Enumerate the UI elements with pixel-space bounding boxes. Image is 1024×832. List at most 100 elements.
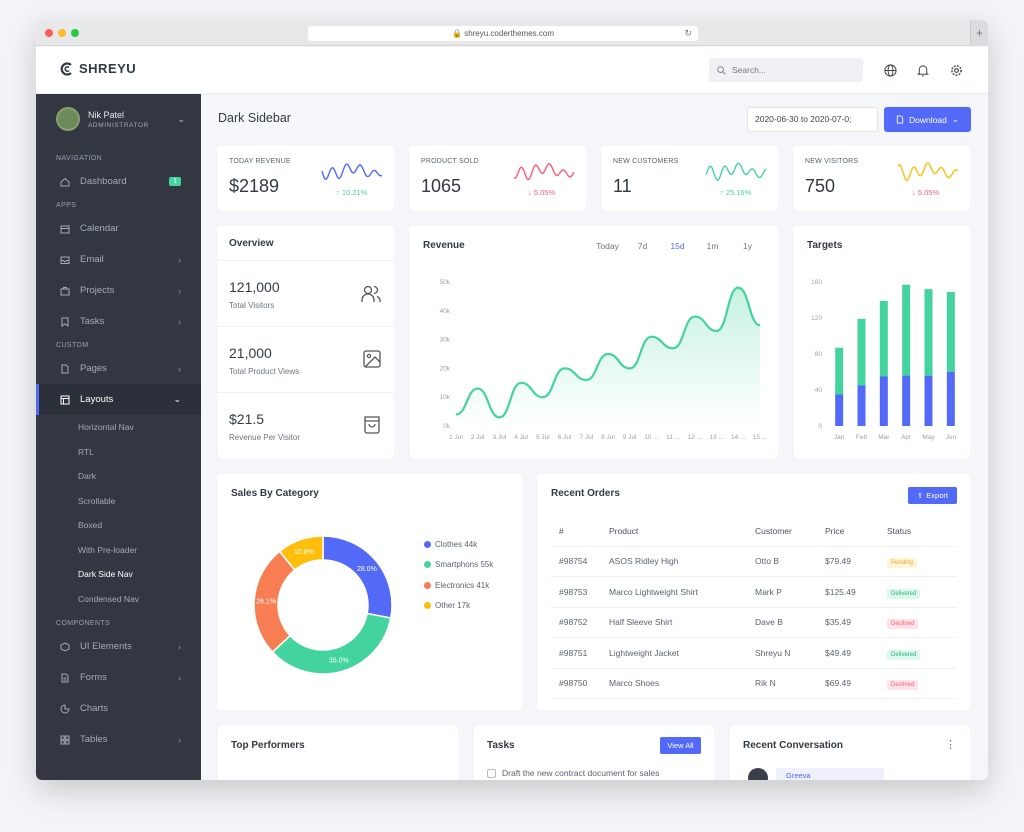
user-profile[interactable]: Nik Patel ADMINISTRATOR ⌄ xyxy=(36,94,201,144)
x-tick-label: Feb xyxy=(856,434,868,441)
submenu-dark-side-nav[interactable]: Dark Side Nav xyxy=(78,569,133,580)
new-tab-button[interactable]: + xyxy=(970,20,988,46)
tab-1y[interactable]: 1y xyxy=(743,241,752,251)
x-tick-label: Jan xyxy=(834,434,845,441)
submenu-dark[interactable]: Dark xyxy=(78,471,96,482)
status-badge: Declined xyxy=(887,619,919,630)
maximize-dot[interactable] xyxy=(71,29,79,37)
chevron-down-icon: ⌄ xyxy=(951,114,959,124)
x-tick-label: 4 Jul xyxy=(514,434,528,441)
table-row[interactable]: #98752 Half Sleeve Shirt Dave B $35.49 Decli… xyxy=(551,607,957,638)
sidebar-item-projects[interactable]: Projects › xyxy=(36,275,201,306)
grid-icon xyxy=(60,735,72,745)
section-custom: CUSTOM xyxy=(56,341,89,349)
orders-table: # Product Customer Price Status #98754 AS… xyxy=(551,516,957,699)
target-bar xyxy=(857,318,866,386)
reload-icon[interactable]: ↻ xyxy=(684,28,692,38)
legend-label: Other 17k xyxy=(435,601,471,611)
targets-title: Targets xyxy=(807,240,843,251)
tab-today[interactable]: Today xyxy=(596,241,619,251)
submenu-preloader[interactable]: With Pre-loader xyxy=(78,544,138,555)
table-cell: Marco Shoes xyxy=(609,668,755,699)
bell-icon[interactable] xyxy=(915,62,931,78)
close-dot[interactable] xyxy=(45,29,53,37)
stat-value: $2189 xyxy=(229,176,280,196)
targets-chart: 0 40 80 120 160 Jan Feb Mar Apr May Jun xyxy=(811,279,956,441)
orders-card: Recent Orders ⇪ Export # Product Customer… xyxy=(538,474,970,710)
overview-label: Revenue Per Visitor xyxy=(229,433,300,442)
section-navigation: NAVIGATION xyxy=(56,154,103,162)
download-button[interactable]: Download ⌄ xyxy=(884,107,971,132)
address-bar[interactable]: 🔒 shreyu.coderthemes.com ↻ xyxy=(308,26,698,41)
sidebar-item-pages[interactable]: Pages › xyxy=(36,353,201,384)
tab-1m[interactable]: 1m xyxy=(706,241,719,251)
x-tick-label: 9 Jul xyxy=(623,434,637,441)
donut-slice xyxy=(271,612,392,675)
submenu-scrollable[interactable]: Scrollable xyxy=(78,495,116,506)
revenue-tabs: Today 7d 15d 1m 1y xyxy=(590,241,765,251)
y-tick-label: 80 xyxy=(815,351,823,358)
tab-7d[interactable]: 7d xyxy=(637,241,648,251)
chevron-down-icon[interactable]: ⌄ xyxy=(177,114,185,124)
chevron-right-icon: › xyxy=(178,734,181,745)
more-vertical-icon[interactable]: ⋮ xyxy=(945,739,956,751)
sidebar-item-tasks[interactable]: Tasks › xyxy=(36,306,201,337)
stat-card-new-visitors: NEW VISITORS 750 ↓ 5.05% xyxy=(794,146,970,210)
sidebar-item-email[interactable]: Email › xyxy=(36,244,201,275)
table-row[interactable]: #98754 ASOS Ridley High Otto B $79.49 Pendin… xyxy=(551,546,957,577)
sidebar-item-label: Tables xyxy=(80,734,108,745)
task-checkbox[interactable] xyxy=(487,768,496,778)
stat-change: ↑ 25.16% xyxy=(720,188,752,197)
x-tick-label: 3 Jul xyxy=(493,434,507,441)
sidebar-item-layouts[interactable]: Layouts ⌄ xyxy=(36,384,201,415)
submenu-boxed[interactable]: Boxed xyxy=(78,520,103,531)
globe-icon[interactable] xyxy=(882,62,898,78)
x-tick-label: Apr xyxy=(901,434,912,441)
y-tick-label: 0k xyxy=(443,423,451,430)
sidebar-item-charts[interactable]: Charts xyxy=(36,693,201,724)
search-box[interactable] xyxy=(709,58,863,82)
stat-change: ↓ 5.05% xyxy=(912,188,940,197)
user-name: Nik Patel xyxy=(88,109,125,120)
brand-logo[interactable]: SHREYU xyxy=(60,61,136,76)
table-cell: $49.49 xyxy=(825,637,887,669)
table-cell: Shreyu N xyxy=(755,637,825,669)
search-input[interactable] xyxy=(732,65,842,75)
table-row[interactable]: #98751 Lightweight Jacket Shreyu N $49.49 De… xyxy=(551,637,957,669)
table-row[interactable]: #98750 Marco Shoes Rik N $69.49 Declined xyxy=(551,668,957,699)
date-range-input[interactable]: 2020-06-30 to 2020-07-0; xyxy=(747,107,878,132)
sidebar-item-label: Dashboard xyxy=(80,176,127,187)
target-bar xyxy=(835,394,844,426)
sidebar-item-dashboard[interactable]: Dashboard 1 xyxy=(36,166,201,197)
submenu-horizontal-nav[interactable]: Horizontal Nav xyxy=(78,422,134,433)
sidebar-item-forms[interactable]: Forms › xyxy=(36,662,201,693)
sidebar-item-ui-elements[interactable]: UI Elements › xyxy=(36,631,201,662)
sidebar-item-calendar[interactable]: Calendar xyxy=(36,213,201,244)
legend-label: Clothes 44k xyxy=(435,539,478,549)
export-button[interactable]: ⇪ Export xyxy=(908,487,957,504)
orders-title: Recent Orders xyxy=(551,488,620,499)
view-all-button[interactable]: View All xyxy=(660,737,701,754)
dashboard-badge: 1 xyxy=(169,177,181,186)
minimize-dot[interactable] xyxy=(58,29,66,37)
revenue-title: Revenue xyxy=(423,240,465,251)
col-header: Price xyxy=(825,516,887,547)
main-content: Dark Sidebar 2020-06-30 to 2020-07-0; Do… xyxy=(201,94,988,780)
stat-value: 11 xyxy=(613,176,632,196)
gear-icon[interactable] xyxy=(948,62,964,78)
tab-15d[interactable]: 15d xyxy=(670,241,685,251)
sidebar-item-tables[interactable]: Tables › xyxy=(36,724,201,755)
y-tick-label: 120 xyxy=(811,315,822,322)
target-bar xyxy=(902,375,911,426)
overview-label: Total Visitors xyxy=(229,301,275,310)
donut-slice xyxy=(278,535,324,572)
submenu-condensed-nav[interactable]: Condensed Nav xyxy=(78,593,139,604)
y-tick-label: 10k xyxy=(440,394,451,401)
table-cell: $69.49 xyxy=(825,668,887,699)
submenu-rtl[interactable]: RTL xyxy=(78,446,94,457)
donut-percent-label: 10.8% xyxy=(294,549,314,556)
legend-item: Smartphons 55k xyxy=(424,555,493,576)
table-cell: #98752 xyxy=(551,607,609,638)
y-tick-label: 0 xyxy=(818,423,822,430)
table-row[interactable]: #98753 Marco Lightweight Shirt Mark P $125.… xyxy=(551,576,957,608)
